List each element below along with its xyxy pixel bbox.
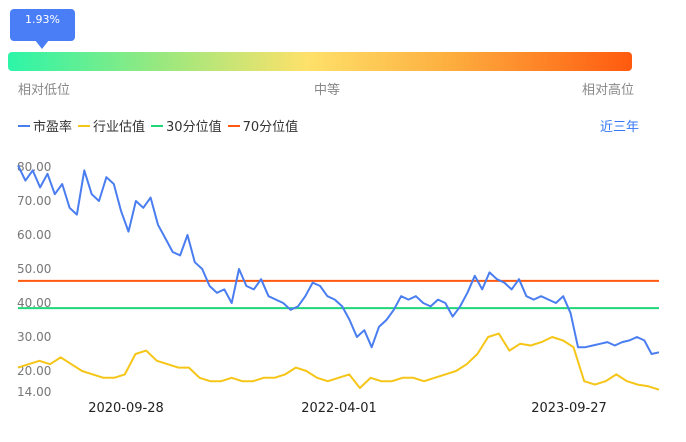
- legend-label-p30: 30分位值: [166, 120, 222, 135]
- x-tick-label: 2022-04-01: [301, 401, 377, 416]
- legend-label-p70: 70分位值: [242, 120, 299, 135]
- legend-swatch-p30: [151, 124, 164, 127]
- chart-legend: 市盈率 行业估值 30分位值 70分位值: [18, 116, 304, 135]
- x-tick-label: 2020-09-28: [88, 401, 164, 416]
- industry-valuation-line: [17, 332, 660, 391]
- label-high: 相对高位: [582, 83, 635, 98]
- legend-swatch-industry: [78, 124, 91, 127]
- percentile-tooltip-text: 1.93%: [25, 13, 60, 26]
- legend-item-industry[interactable]: 行业估值: [78, 116, 145, 135]
- label-mid: 中等: [314, 83, 341, 98]
- legend-item-p30[interactable]: 30分位值: [151, 116, 222, 135]
- legend-swatch-pe: [18, 124, 30, 127]
- legend-label-pe: 市盈率: [33, 120, 73, 135]
- y-tick-label: 50.00: [17, 262, 51, 276]
- legend-item-p70[interactable]: 70分位值: [227, 116, 299, 135]
- legend-swatch-p70: [227, 124, 240, 127]
- range-button[interactable]: 近三年: [600, 120, 640, 135]
- pe-ratio-line: [17, 164, 660, 355]
- percentile-tooltip: 1.93%: [10, 9, 75, 41]
- label-low: 相对低位: [18, 83, 71, 98]
- x-tick-label: 2023-09-27: [531, 401, 607, 416]
- y-tick-label: 60.00: [17, 228, 51, 242]
- y-tick-label: 14.00: [17, 385, 51, 399]
- percentile-tooltip-arrow: [35, 40, 49, 49]
- y-tick-label: 70.00: [17, 194, 51, 208]
- y-tick-label: 20.00: [17, 364, 51, 378]
- y-tick-label: 30.00: [17, 330, 51, 344]
- y-tick-label: 80.00: [17, 160, 51, 174]
- percentile-gradient-bar: [8, 52, 632, 71]
- y-tick-label: 40.00: [17, 296, 51, 310]
- legend-item-pe[interactable]: 市盈率: [18, 116, 72, 135]
- legend-label-industry: 行业估值: [93, 120, 146, 135]
